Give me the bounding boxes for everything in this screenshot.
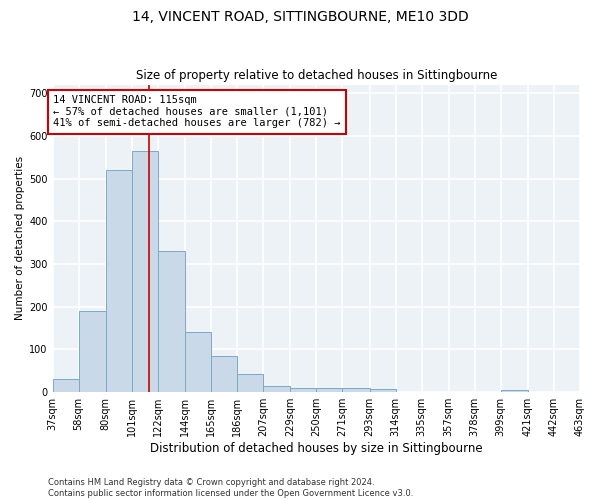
Bar <box>185 332 211 392</box>
Bar <box>316 388 342 392</box>
Bar <box>132 151 158 392</box>
Bar <box>370 389 395 392</box>
Bar <box>237 374 263 392</box>
Bar <box>501 390 528 392</box>
Text: 14, VINCENT ROAD, SITTINGBOURNE, ME10 3DD: 14, VINCENT ROAD, SITTINGBOURNE, ME10 3D… <box>131 10 469 24</box>
Bar <box>263 386 290 392</box>
Bar <box>106 170 132 392</box>
Title: Size of property relative to detached houses in Sittingbourne: Size of property relative to detached ho… <box>136 69 497 82</box>
Bar <box>342 388 370 392</box>
Bar <box>290 388 316 392</box>
Bar <box>158 251 185 392</box>
Bar <box>53 380 79 392</box>
Text: 14 VINCENT ROAD: 115sqm
← 57% of detached houses are smaller (1,101)
41% of semi: 14 VINCENT ROAD: 115sqm ← 57% of detache… <box>53 95 341 128</box>
Y-axis label: Number of detached properties: Number of detached properties <box>15 156 25 320</box>
X-axis label: Distribution of detached houses by size in Sittingbourne: Distribution of detached houses by size … <box>150 442 482 455</box>
Text: Contains HM Land Registry data © Crown copyright and database right 2024.
Contai: Contains HM Land Registry data © Crown c… <box>48 478 413 498</box>
Bar <box>79 311 106 392</box>
Bar <box>211 356 237 392</box>
